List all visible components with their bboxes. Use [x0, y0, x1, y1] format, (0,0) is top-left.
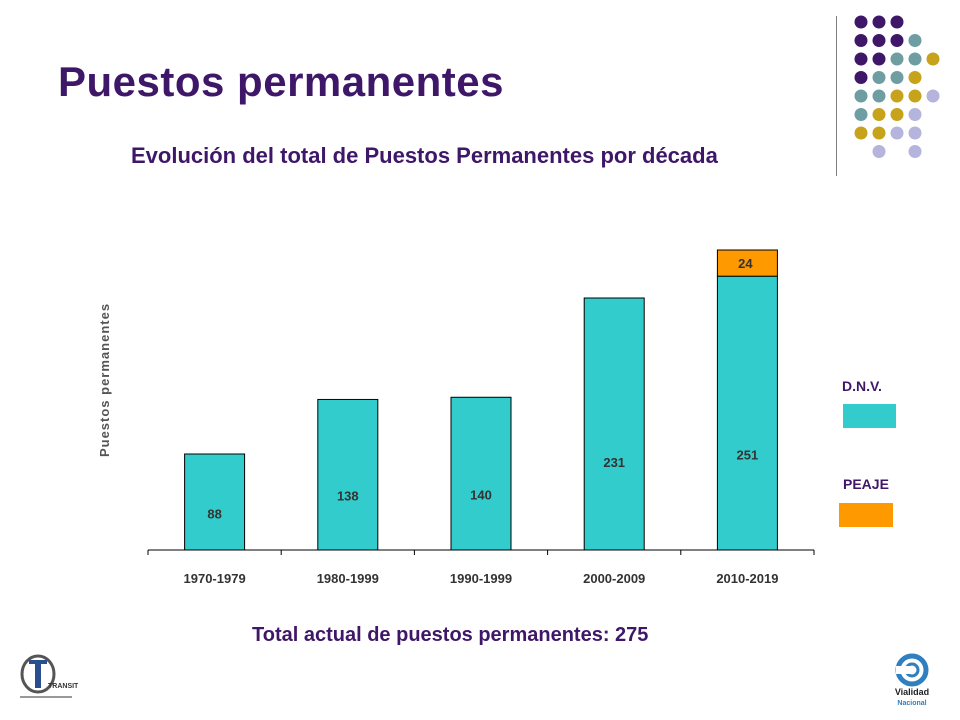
x-tick-label: 2010-2019: [716, 571, 778, 586]
decor-dot: [890, 52, 904, 66]
transito-logo: TRANSITO: [20, 654, 78, 698]
svg-text:Vialidad: Vialidad: [895, 687, 929, 697]
data-label-dnv: 88: [207, 506, 221, 521]
chart-subtitle: Evolución del total de Puestos Permanent…: [131, 143, 718, 168]
decor-dot: [890, 15, 904, 29]
svg-text:TRANSITO: TRANSITO: [48, 683, 78, 690]
decor-dot: [854, 52, 868, 66]
data-label-dnv: 138: [337, 488, 359, 503]
y-axis-label: Puestos permanentes: [97, 303, 112, 457]
legend-label-dnv: D.N.V.: [842, 378, 882, 394]
decor-dot: [908, 126, 922, 140]
decor-dot: [872, 52, 886, 66]
x-tick-label: 1980-1999: [317, 571, 379, 586]
bar-dnv: [716, 275, 778, 551]
decor-dot: [890, 108, 904, 121]
bar-dnv: [317, 398, 379, 551]
x-tick-label: 1970-1979: [184, 571, 246, 586]
decor-dot: [872, 145, 886, 158]
decor-dot-grid: [854, 15, 940, 158]
page-title: Puestos permanentes: [58, 58, 504, 105]
decor-dot: [854, 126, 868, 140]
decor-dot: [872, 34, 886, 47]
decor-dot: [872, 15, 886, 29]
bar-peaje: [716, 249, 778, 277]
decor-dot: [854, 34, 868, 47]
svg-text:Nacional: Nacional: [897, 700, 926, 707]
decor-dot: [854, 89, 868, 103]
decor-dot: [854, 15, 868, 29]
data-label-peaje: 24: [738, 256, 753, 271]
x-tick-label: 1990-1999: [450, 571, 512, 586]
decor-dot: [926, 89, 940, 103]
decor-dot: [854, 71, 868, 84]
data-label-dnv: 251: [737, 448, 759, 463]
decor-dot: [872, 126, 886, 140]
decor-dot: [908, 89, 922, 103]
decor-dot: [908, 145, 922, 158]
vialidad-nacional-logo: Vialidad Nacional: [895, 653, 929, 707]
decor-dot: [890, 126, 904, 140]
legend-swatch-dnv: [843, 404, 896, 428]
decor-dot: [854, 108, 868, 121]
decor-dot: [872, 71, 886, 84]
legend-swatch-peaje: [839, 503, 893, 527]
decor-dot: [926, 52, 940, 66]
data-label-dnv: 140: [470, 488, 492, 503]
decor-dot: [872, 108, 886, 121]
bar-dnv: [583, 297, 645, 551]
decor-dot: [890, 89, 904, 103]
data-label-dnv: 231: [603, 455, 625, 470]
decor-divider: [836, 16, 837, 176]
bar-dnv: [450, 396, 512, 551]
bar-dnv: [184, 453, 246, 551]
total-summary: Total actual de puestos permanentes: 275: [252, 624, 649, 646]
decor-dot: [908, 71, 922, 84]
decor-dot: [890, 34, 904, 47]
decor-dot: [908, 52, 922, 66]
decor-dot: [908, 108, 922, 121]
decor-dot: [872, 89, 886, 103]
legend-label-peaje: PEAJE: [843, 476, 889, 492]
x-tick-label: 2000-2009: [583, 571, 645, 586]
decor-dot: [908, 34, 922, 47]
decor-dot: [890, 71, 904, 84]
